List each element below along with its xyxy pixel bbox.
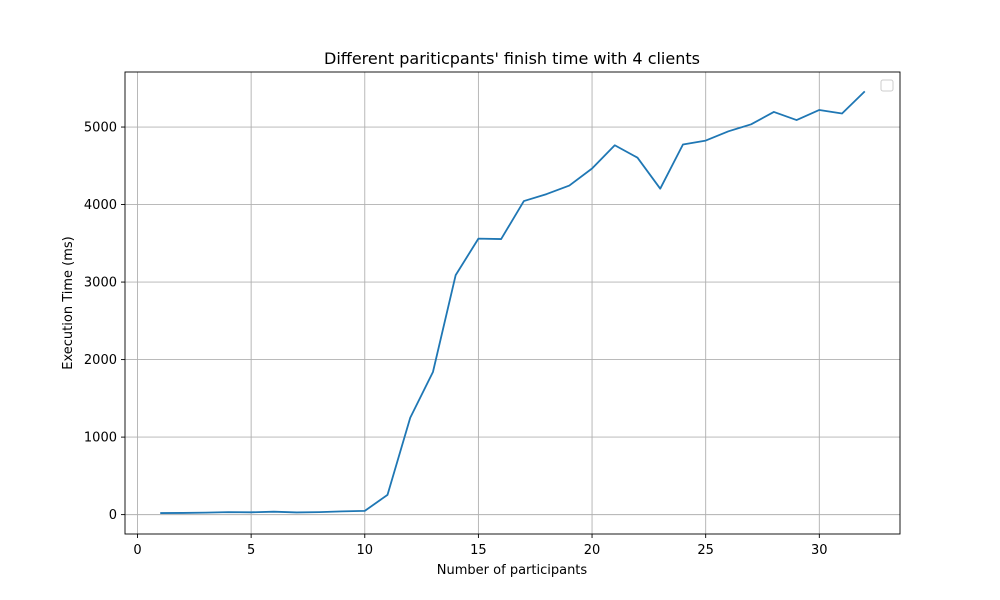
y-tick-label: 4000: [84, 198, 117, 213]
y-axis-ticks: 0 1000 2000 3000 4000 5000: [84, 121, 125, 523]
grid: [125, 72, 900, 534]
y-tick-label: 2000: [84, 353, 117, 368]
y-tick-label: 0: [109, 508, 117, 523]
x-tick-label: 25: [697, 543, 714, 558]
x-tick-label: 30: [811, 543, 828, 558]
series-line: [160, 90, 866, 514]
x-tick-label: 5: [247, 543, 255, 558]
x-tick-label: 20: [584, 543, 601, 558]
x-tick-label: 15: [470, 543, 487, 558]
y-tick-label: 1000: [84, 431, 117, 446]
x-axis-title: Number of participants: [437, 563, 588, 578]
y-axis-title: Execution Time (ms): [61, 236, 76, 369]
plot-frame: [124, 71, 901, 535]
chart-title: Different pariticpants' finish time with…: [324, 49, 700, 68]
legend-box: [880, 79, 894, 92]
y-tick-label: 3000: [84, 276, 117, 291]
x-tick-label: 10: [356, 543, 373, 558]
x-axis-ticks: 0 5 10 15 20 25 30: [133, 534, 828, 558]
x-tick-label: 0: [133, 543, 141, 558]
y-tick-label: 5000: [84, 121, 117, 136]
series-layer: [160, 90, 866, 514]
